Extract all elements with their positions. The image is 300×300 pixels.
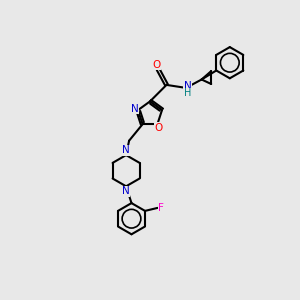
Text: N: N [122,186,130,196]
Text: N: N [130,103,138,114]
Text: F: F [158,203,164,213]
Text: O: O [152,60,161,70]
Text: H: H [184,88,191,98]
Text: O: O [155,123,163,133]
Text: N: N [184,81,191,92]
Text: N: N [122,145,130,155]
